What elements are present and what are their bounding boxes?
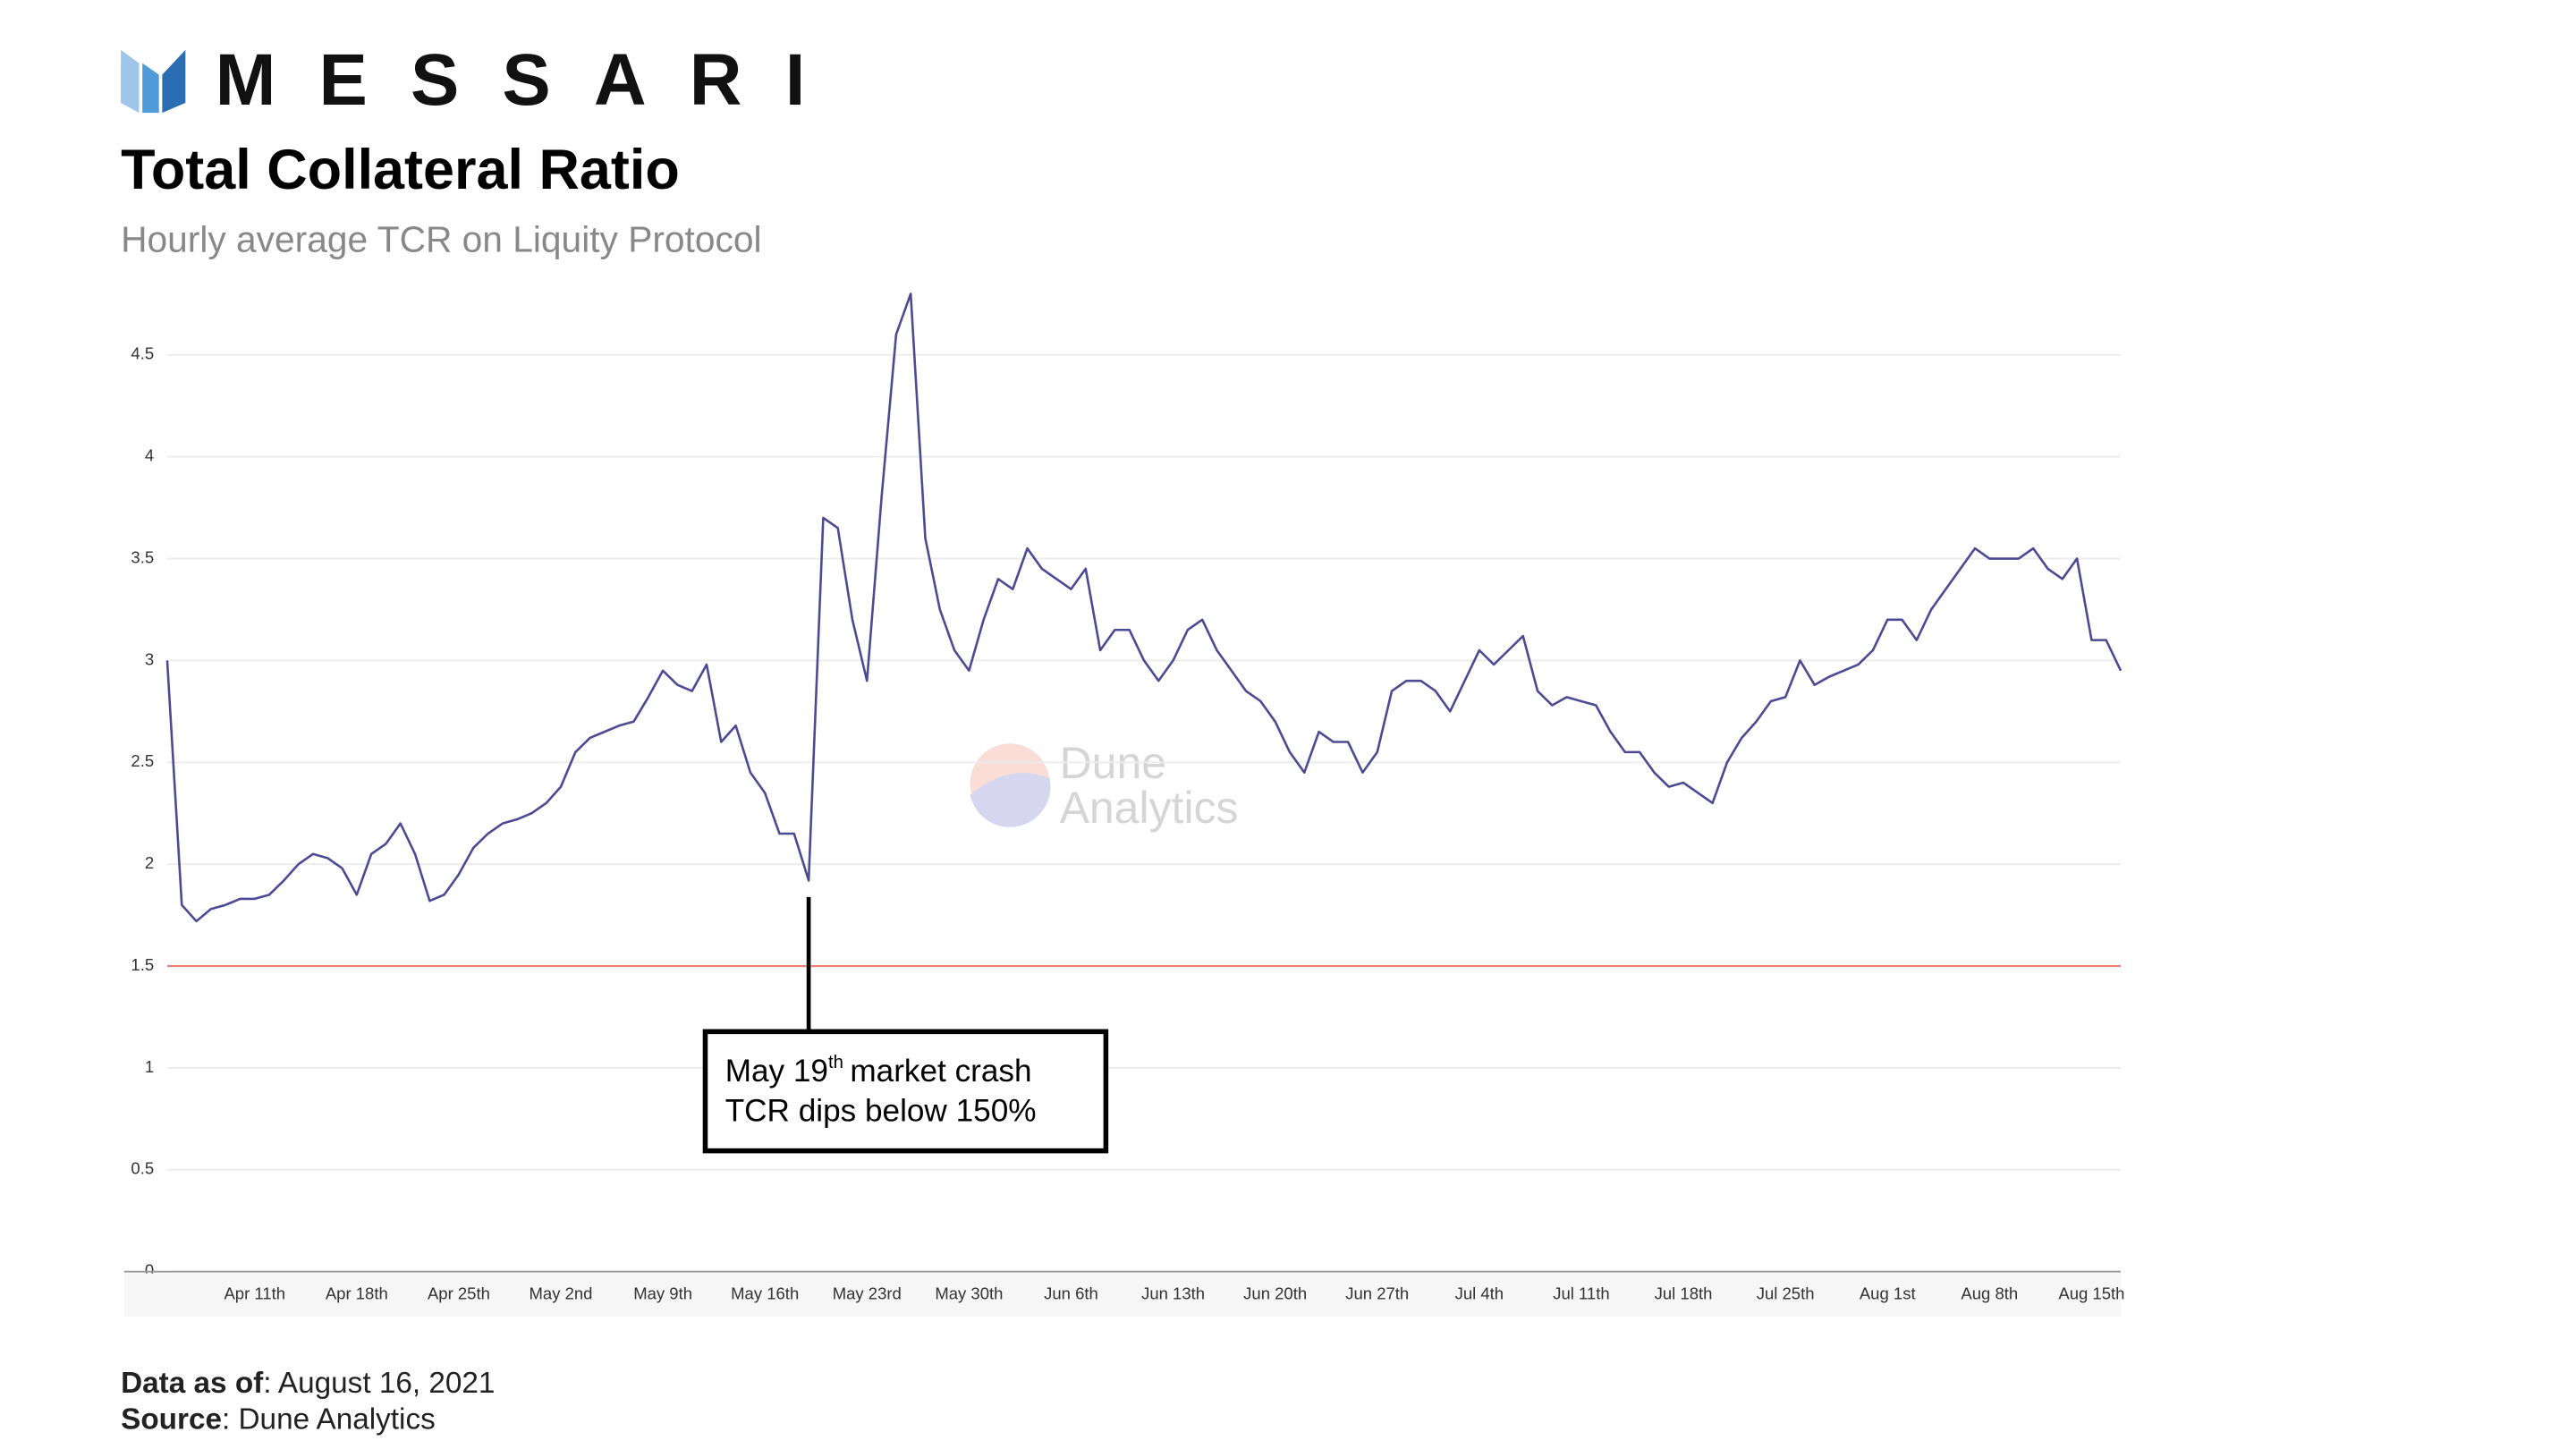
x-tick-label: Jul 11th <box>1553 1284 1609 1303</box>
footer-line: Data as of: August 16, 2021 <box>121 1367 495 1400</box>
x-tick-label: Apr 11th <box>224 1284 285 1303</box>
x-tick-label: Aug 1st <box>1860 1284 1916 1303</box>
x-tick-label: Jun 13th <box>1141 1284 1205 1303</box>
y-tick-label: 0.5 <box>131 1159 154 1178</box>
logo-text: MESSARI <box>216 39 849 121</box>
annotation-date: May 19 <box>725 1054 828 1089</box>
y-tick-label: 2.5 <box>131 751 154 770</box>
x-tick-label: Jun 20th <box>1243 1284 1307 1303</box>
footer-label: Source <box>121 1403 222 1436</box>
watermark-logo <box>970 743 1050 824</box>
x-tick-label: May 9th <box>633 1284 692 1303</box>
y-tick-label: 4 <box>145 446 154 465</box>
annotation-line: May 19th market crash <box>725 1053 1032 1089</box>
x-tick-label: May 23rd <box>833 1284 902 1303</box>
x-tick-label: Aug 15th <box>2058 1284 2124 1303</box>
x-tick-label: Jul 25th <box>1757 1284 1815 1303</box>
y-tick-label: 3.5 <box>131 547 154 566</box>
y-tick-label: 0 <box>145 1261 154 1280</box>
footer-value: : Dune Analytics <box>222 1403 436 1436</box>
y-tick-label: 2 <box>145 853 154 872</box>
y-tick-label: 1 <box>145 1057 154 1076</box>
annotation-text: market crash <box>850 1054 1031 1089</box>
annotation-suffix: th <box>828 1053 843 1072</box>
x-tick-label: Aug 8th <box>1961 1284 2018 1303</box>
annotation-box <box>702 1029 1109 1154</box>
x-tick-label: Jul 4th <box>1455 1284 1504 1303</box>
watermark-logo <box>970 772 1051 827</box>
x-tick-label: Jun 6th <box>1044 1284 1098 1303</box>
data-line <box>165 292 2123 923</box>
x-tick-label: Apr 18th <box>326 1284 388 1303</box>
y-tick-label: 4.5 <box>131 344 154 363</box>
y-tick-label: 3 <box>145 649 154 668</box>
x-tick-label: Jul 18th <box>1655 1284 1713 1303</box>
chart-title: Total Collateral Ratio <box>121 139 680 201</box>
plot: 0 0.5 1 1.5 2 2.5 3 3.5 4 4.5 Apr 11th Apr 18th Apr … <box>123 292 2124 1317</box>
x-tick-label: May 2nd <box>530 1284 593 1303</box>
footer-value: : August 16, 2021 <box>263 1367 495 1400</box>
footer-line: Source: Dune Analytics <box>121 1403 436 1436</box>
x-tick-label: May 16th <box>731 1284 799 1303</box>
logo-icon <box>121 49 186 114</box>
watermark-text: Analytics <box>1060 783 1239 833</box>
annotation: May 19th market crash TCR dips below 150% <box>702 1029 1109 1154</box>
annotation-detail: TCR dips below 150% <box>725 1093 1037 1128</box>
y-tick-label: 1.5 <box>131 955 154 974</box>
chart-subtitle: Hourly average TCR on Liquity Protocol <box>121 219 761 260</box>
x-tick-label: May 30th <box>935 1284 1003 1303</box>
x-tick-label: Apr 25th <box>428 1284 490 1303</box>
x-axis-band <box>123 1273 2122 1317</box>
watermark: Dune Analytics <box>970 738 1239 833</box>
footer-label: Data as of <box>121 1367 264 1400</box>
x-tick-label: Jun 27th <box>1345 1284 1409 1303</box>
